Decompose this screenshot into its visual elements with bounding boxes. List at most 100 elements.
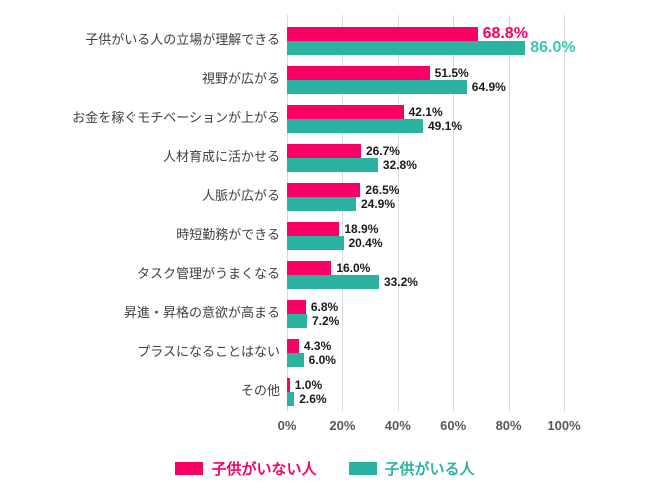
bar-row: プラスになることはない 4.3% 6.0% [0, 333, 650, 372]
x-axis-tick-label: 20% [329, 418, 356, 433]
bar-line: 20.4% [287, 235, 650, 250]
bar-line: 24.9% [287, 196, 650, 211]
bar-line: 6.8% [287, 299, 650, 314]
bar-row: その他 1.0% 2.6% [0, 372, 650, 411]
x-axis-tick-label: 80% [495, 418, 522, 433]
category-label: 時短勤務ができる [176, 227, 280, 243]
bar-with-children [287, 313, 307, 328]
category-label: 子供がいる人の立場が理解できる [85, 32, 280, 48]
value-label: 86.0% [530, 38, 576, 56]
bar-line: 7.2% [287, 313, 650, 328]
value-label: 26.5% [365, 182, 400, 197]
value-label: 6.0% [308, 352, 336, 367]
bar-no-children [287, 377, 290, 392]
bar-line: 26.5% [287, 182, 650, 197]
bar-with-children [287, 352, 304, 367]
bar-no-children [287, 26, 478, 41]
bar-line: 16.0% [287, 260, 650, 275]
bar-no-children [287, 143, 361, 158]
bar-group: 26.5% 24.9% [287, 182, 650, 211]
x-axis-tick-label: 100% [547, 418, 581, 433]
bar-line: 18.9% [287, 221, 650, 236]
value-label: 42.1% [408, 104, 443, 119]
category-label: お金を稼ぐモチベーションが上がる [72, 110, 280, 126]
legend-label-with-children: 子供がいる人 [384, 461, 475, 478]
value-label: 4.3% [303, 338, 332, 353]
value-label: 18.9% [344, 221, 379, 236]
bar-line: 26.7% [287, 143, 650, 158]
gridline [287, 15, 288, 411]
bar-row: 昇進・昇格の意欲が高まる 6.8% 7.2% [0, 294, 650, 333]
legend-item-no-children: 子供がいない人 [175, 458, 317, 479]
category-label: 人材育成に活かせる [162, 149, 280, 165]
x-axis: 0% 20% 40% 60% 80% 100% [278, 418, 581, 434]
bar-group: 26.7% 32.8% [287, 143, 650, 172]
gridline [453, 15, 455, 411]
category-label: 昇進・昇格の意欲が高まる [123, 305, 280, 321]
bar-with-children [287, 274, 379, 289]
category-label: プラスになることはない [137, 344, 280, 360]
bar-line: 2.6% [287, 391, 650, 406]
value-label: 2.6% [299, 391, 327, 406]
value-label: 24.9% [360, 196, 395, 211]
bar-with-children [287, 118, 423, 133]
x-axis-tick-label: 0% [277, 418, 297, 433]
bar-line: 64.9% [287, 79, 650, 94]
category-label: タスク管理がうまくなる [136, 266, 280, 282]
bar-row: 時短勤務ができる 18.9% 20.4% [0, 216, 650, 255]
bar-group: 6.8% 7.2% [287, 299, 650, 328]
category-label: 人脈が広がる [201, 188, 280, 204]
bar-line: 68.8% [287, 25, 650, 41]
category-label: その他 [240, 383, 280, 399]
bar-group: 4.3% 6.0% [287, 338, 650, 367]
bar-with-children [287, 196, 356, 211]
bar-line: 51.5% [287, 65, 650, 80]
x-axis-tick-label: 60% [440, 418, 467, 433]
gridline [397, 15, 399, 411]
gridline [564, 15, 565, 411]
bar-no-children [287, 338, 299, 353]
bar-group: 1.0% 2.6% [287, 377, 650, 406]
value-label: 26.7% [365, 143, 400, 158]
bar-row: タスク管理がうまくなる 16.0% 33.2% [0, 255, 650, 294]
bar-no-children [287, 104, 404, 119]
bar-line: 6.0% [287, 352, 650, 367]
bar-no-children [287, 65, 430, 80]
legend-item-with-children: 子供がいる人 [348, 458, 475, 479]
bar-with-children [287, 79, 467, 94]
bar-row: 視野が広がる 51.5% 64.9% [0, 60, 650, 99]
bar-with-children [287, 40, 526, 55]
legend: 子供がいない人 子供がいる人 [0, 458, 650, 479]
bar-no-children [287, 260, 332, 275]
bar-line: 4.3% [287, 338, 650, 353]
bar-line: 1.0% [287, 377, 650, 392]
value-label: 49.1% [428, 118, 463, 133]
bar-line: 33.2% [287, 274, 650, 289]
bar-group: 42.1% 49.1% [287, 104, 650, 133]
bar-line: 49.1% [287, 118, 650, 133]
bar-group: 16.0% 33.2% [287, 260, 650, 289]
bar-line: 42.1% [287, 104, 650, 119]
bar-with-children [287, 235, 344, 250]
bar-no-children [287, 299, 306, 314]
bar-no-children [287, 182, 361, 197]
bar-group: 68.8% 86.0% [287, 25, 650, 56]
bar-row: 人脈が広がる 26.5% 24.9% [0, 177, 650, 216]
value-label: 16.0% [336, 260, 371, 275]
bar-row: 人材育成に活かせる 26.7% 32.8% [0, 138, 650, 177]
plot-area [287, 15, 577, 411]
value-label: 6.8% [310, 299, 339, 314]
bar-rows: 子供がいる人の立場が理解できる 68.8% 86.0% 視野が広がる 51.5% 64.9… [0, 21, 650, 411]
bar-line: 32.8% [287, 157, 650, 172]
bar-group: 51.5% 64.9% [287, 65, 650, 94]
legend-swatch-no-children [175, 462, 204, 475]
x-axis-tick-label: 40% [384, 418, 411, 433]
value-label: 1.0% [294, 377, 323, 392]
bar-row: お金を稼ぐモチベーションが上がる 42.1% 49.1% [0, 99, 650, 138]
gridline [508, 15, 510, 411]
value-label: 51.5% [434, 65, 469, 80]
legend-label-no-children: 子供がいない人 [211, 461, 317, 478]
gridline [342, 15, 344, 411]
value-label: 7.2% [311, 313, 340, 328]
